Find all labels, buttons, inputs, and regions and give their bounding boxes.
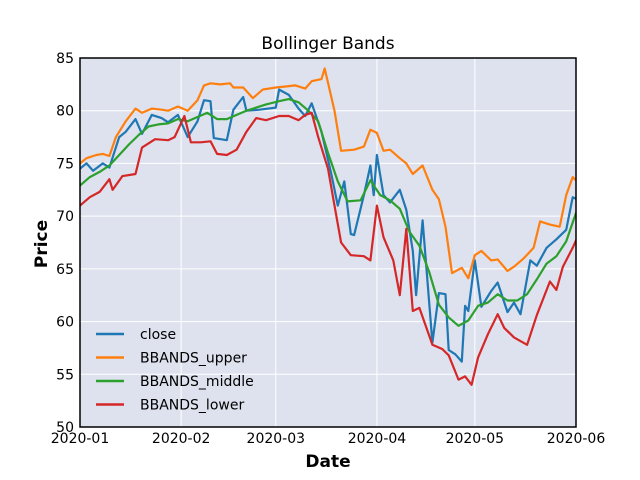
x-tick-label: 2020-06 [547,431,606,447]
legend-label: BBANDS_upper [140,351,247,367]
y-tick-label: 65 [56,262,74,278]
plot-area [80,58,576,427]
y-tick-label: 80 [56,104,74,120]
legend: close BBANDS_upper BBANDS_middle BBANDS_low… [96,327,254,414]
y-tick-label: 75 [56,156,74,172]
chart-title: Bollinger Bands [261,34,394,54]
legend-label: close [140,327,176,343]
x-tick-label: 2020-04 [348,431,407,447]
y-tick-label: 55 [56,367,74,383]
y-tick-label: 50 [56,420,74,436]
y-tick-label: 70 [56,209,74,225]
x-tick-label: 2020-05 [446,431,505,447]
legend-label: BBANDS_lower [140,398,244,414]
y-tick-label: 85 [56,51,74,67]
series-line-bbands_lower [80,111,576,386]
series-line-close [80,88,576,363]
series-line-bbands_upper [80,67,576,280]
x-axis-label: Date [305,452,350,472]
x-tick-label: 2020-03 [247,431,306,447]
x-tick-label: 2020-02 [152,431,211,447]
plot-frame [79,57,577,428]
y-axis-label: Price [32,220,52,268]
series-line-bbands_middle [80,98,576,327]
x-tick-label: 2020-01 [51,431,110,447]
series-lines [80,67,576,386]
x-axis-ticks: 2020-01 2020-02 2020-03 2020-04 2020-05 2020-… [51,431,606,447]
legend-label: BBANDS_middle [140,374,254,390]
y-tick-label: 60 [56,315,74,331]
y-axis-ticks: 50 55 60 65 70 75 80 85 [56,51,74,436]
